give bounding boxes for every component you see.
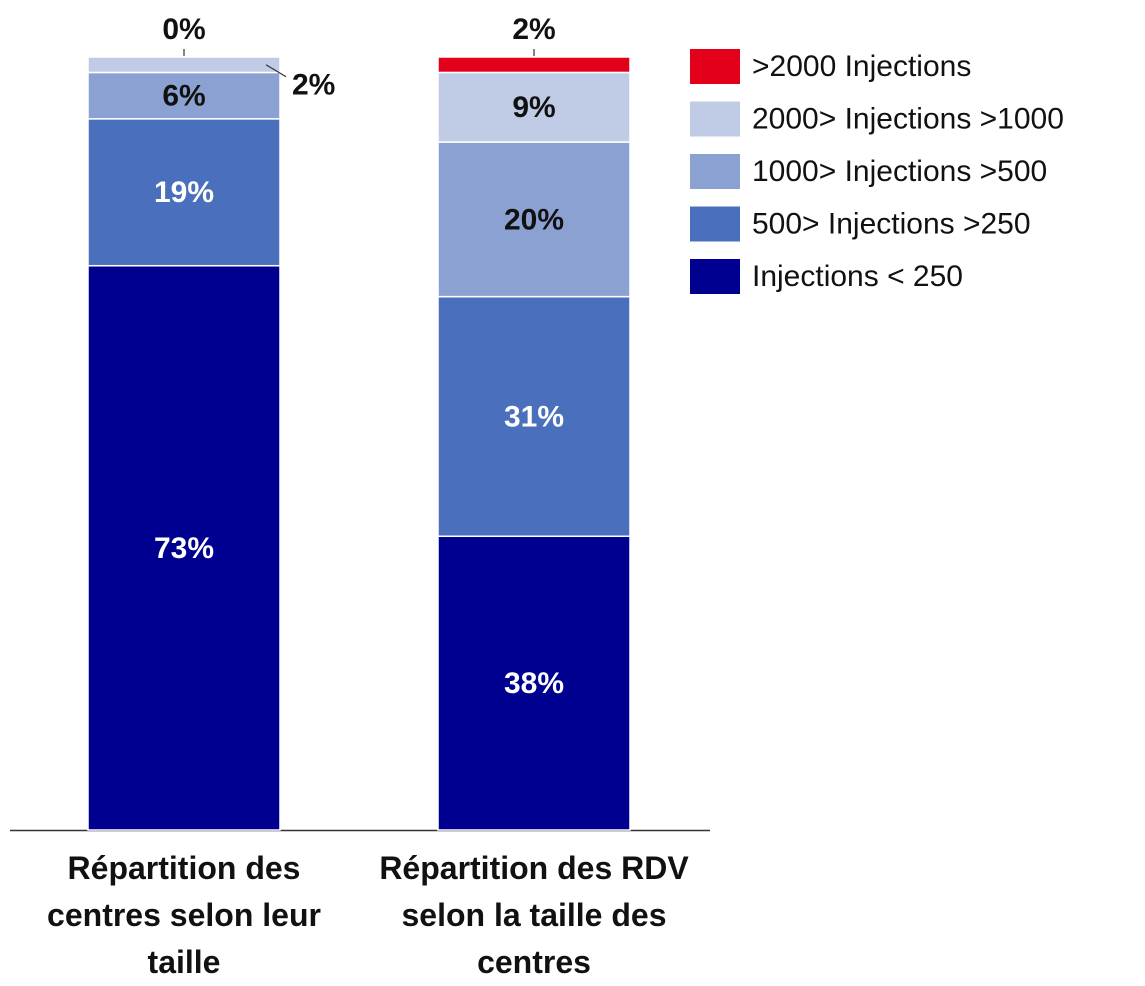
- bar-segment: [87, 264, 281, 831]
- leader-line: [265, 64, 287, 78]
- legend-label: 500> Injections >250: [752, 207, 1031, 240]
- bar-segment: [87, 56, 281, 74]
- legend-swatch: [690, 206, 740, 242]
- data-label: 19%: [154, 176, 214, 209]
- legend-swatch: [690, 101, 740, 137]
- data-label: 2%: [512, 13, 555, 46]
- legend-label: Injections < 250: [752, 260, 963, 293]
- x-tick-label: Répartition des RDV selon la taille des …: [379, 850, 689, 980]
- bar-segment: [437, 141, 631, 298]
- data-label: 0%: [162, 13, 205, 46]
- data-label: 2%: [292, 69, 335, 102]
- legend-label: 1000> Injections >500: [752, 155, 1047, 188]
- bar-segment: [437, 71, 631, 143]
- data-label: 31%: [504, 400, 564, 433]
- legend-swatch: [690, 49, 740, 84]
- bar-segment: [87, 118, 281, 267]
- bar-segment: [437, 535, 631, 831]
- legend-swatch: [690, 259, 740, 294]
- x-tick-label: Répartition des centres selon leur taill…: [47, 850, 321, 980]
- legend-label: >2000 Injections: [752, 50, 971, 83]
- data-label: 6%: [162, 80, 205, 113]
- data-label: 9%: [512, 91, 555, 124]
- legend-label: 2000> Injections >1000: [752, 102, 1064, 135]
- data-label: 73%: [154, 532, 214, 565]
- data-label: 20%: [504, 203, 564, 236]
- bar-segment: [437, 56, 631, 74]
- legend-swatch: [690, 154, 740, 189]
- bar-segment: [437, 295, 631, 538]
- data-label: 38%: [504, 667, 564, 700]
